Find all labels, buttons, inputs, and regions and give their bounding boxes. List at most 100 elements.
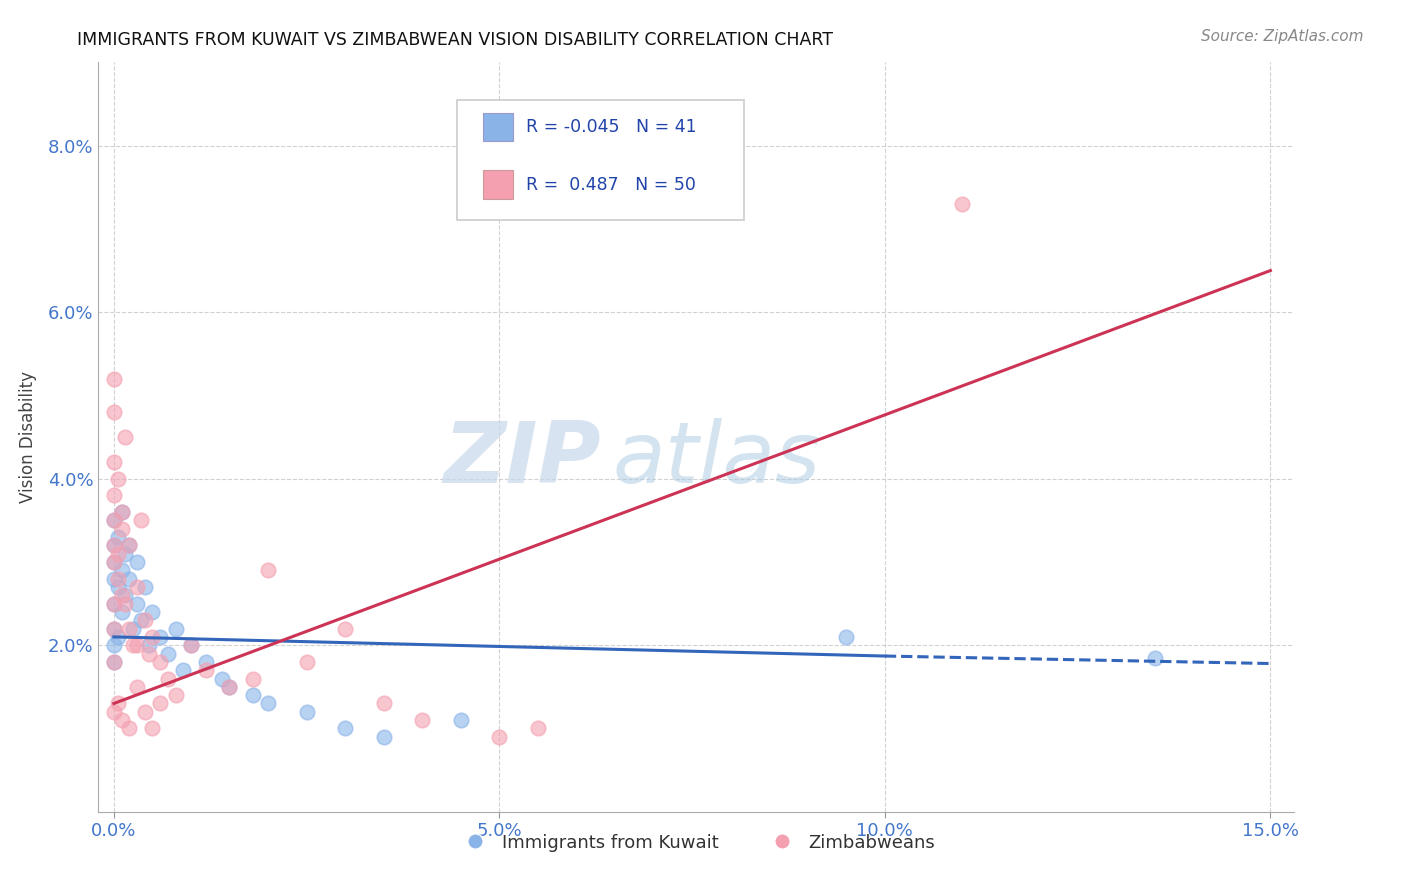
Point [141,605,163,619]
Legend: Immigrants from Kuwait, Zimbabweans: Immigrants from Kuwait, Zimbabweans [450,827,942,859]
Point [103,572,125,586]
Point [450,713,472,727]
Point [218,680,240,694]
Point [195,663,218,677]
Point [333,622,356,636]
Point [110,522,132,536]
Point [103,513,125,527]
Point [125,555,148,569]
Y-axis label: Vision Disability: Vision Disability [18,371,37,503]
Point [110,505,132,519]
Point [103,597,125,611]
Point [129,513,152,527]
Point [103,622,125,636]
Point [114,547,136,561]
Point [835,630,858,644]
Point [195,655,218,669]
Point [118,572,141,586]
Point [125,638,148,652]
Point [180,638,202,652]
Point [103,638,125,652]
Point [134,580,156,594]
Point [125,597,148,611]
Point [333,722,356,736]
Point [134,613,156,627]
Point [125,680,148,694]
Point [242,672,264,686]
Point [165,622,187,636]
Point [257,697,280,711]
Point [103,555,125,569]
Point [107,580,129,594]
Point [103,538,125,552]
Point [110,563,132,577]
Point [149,655,172,669]
Point [103,455,125,469]
Point [103,555,125,569]
Point [103,372,125,386]
Point [488,730,510,744]
Point [149,697,172,711]
FancyBboxPatch shape [484,170,513,199]
Text: ZIP: ZIP [443,418,600,501]
Point [218,680,240,694]
Point [118,722,141,736]
Point [103,488,125,502]
Point [110,713,132,727]
Point [373,730,395,744]
Point [295,705,318,719]
Point [122,638,145,652]
Point [156,672,179,686]
Point [114,430,136,444]
Point [1143,650,1166,665]
Point [373,697,395,711]
Text: Source: ZipAtlas.com: Source: ZipAtlas.com [1201,29,1364,44]
Point [141,630,163,644]
Point [950,197,973,211]
Point [107,697,129,711]
Point [172,663,194,677]
Point [114,588,136,602]
Point [141,722,163,736]
Point [125,580,148,594]
Point [103,622,125,636]
Text: R =  0.487   N = 50: R = 0.487 N = 50 [526,176,696,194]
Text: IMMIGRANTS FROM KUWAIT VS ZIMBABWEAN VISION DISABILITY CORRELATION CHART: IMMIGRANTS FROM KUWAIT VS ZIMBABWEAN VIS… [77,31,834,49]
Point [103,655,125,669]
Point [257,563,280,577]
Point [411,713,433,727]
Point [103,513,125,527]
Point [107,572,129,586]
Point [103,405,125,419]
FancyBboxPatch shape [484,112,513,141]
Point [107,472,129,486]
Point [107,630,129,644]
Point [107,530,129,544]
Point [122,622,145,636]
Point [110,605,132,619]
Point [103,538,125,552]
Point [156,647,179,661]
Point [527,722,550,736]
Text: atlas: atlas [613,418,820,501]
Point [103,655,125,669]
Point [129,613,152,627]
Point [295,655,318,669]
Point [242,688,264,702]
Point [118,538,141,552]
Point [114,597,136,611]
Point [180,638,202,652]
Point [149,630,172,644]
FancyBboxPatch shape [457,100,744,219]
Point [110,505,132,519]
Point [138,638,160,652]
Point [110,588,132,602]
Point [211,672,233,686]
Point [118,622,141,636]
Point [103,705,125,719]
Point [165,688,187,702]
Text: R = -0.045   N = 41: R = -0.045 N = 41 [526,118,697,136]
Point [134,705,156,719]
Point [103,597,125,611]
Point [107,547,129,561]
